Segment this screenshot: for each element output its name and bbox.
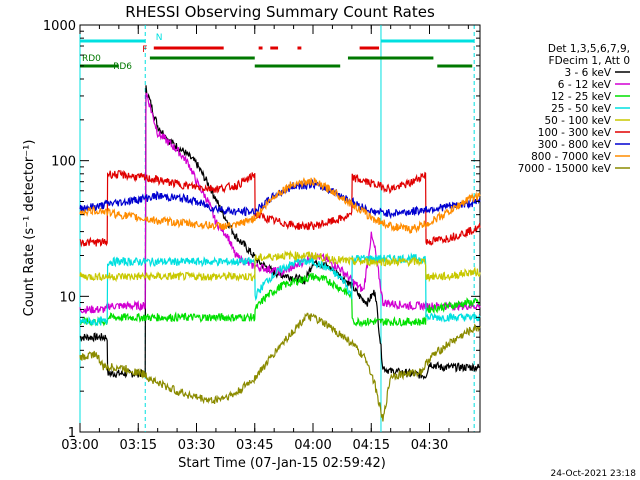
x-tick-label-5: 04:15	[353, 438, 390, 453]
footer-timestamp: 24-Oct-2021 23:18	[551, 469, 637, 479]
legend-entry-label-8: 7000 - 15000 keV	[518, 163, 612, 175]
y-tick-label-1: 10	[59, 290, 76, 305]
plot-area: NF RD0 RD6 1 10 100 1000 03:00 03:15 03:30 03:45 04…	[43, 19, 481, 453]
flag-label-1: F	[142, 45, 147, 55]
flag-label-3: RD6	[113, 62, 132, 72]
series-line-4	[79, 249, 481, 283]
series-line-8	[79, 312, 481, 422]
flag-bar-2-0	[149, 56, 255, 60]
series-line-5	[79, 169, 481, 248]
y-tick-label-0: 1	[68, 426, 76, 441]
legend-entry-label-3: 25 - 50 keV	[551, 103, 612, 115]
x-tick-label-4: 04:00	[294, 438, 331, 453]
legend: Det 1,3,5,6,7,9,FDecim 1, Att 03 - 6 keV…	[518, 43, 630, 175]
flag-bar-3-0	[80, 64, 119, 68]
x-tick-label-1: 03:15	[120, 438, 157, 453]
legend-entry-label-0: 3 - 6 keV	[564, 67, 611, 79]
series-line-6	[79, 178, 481, 220]
legend-header-line-1: FDecim 1, Att 0	[549, 55, 630, 67]
legend-entry-label-6: 300 - 800 keV	[538, 139, 612, 151]
flag-bar-3-2	[437, 64, 473, 68]
legend-entry-label-1: 6 - 12 keV	[558, 79, 612, 91]
x-tick-label-2: 03:30	[178, 438, 215, 453]
y-tick-label-2: 100	[51, 155, 76, 170]
flag-bar-0-1	[380, 39, 475, 43]
series-line-7	[79, 176, 481, 234]
x-tick-label-3: 03:45	[236, 438, 273, 453]
flag-label-2: RD0	[82, 54, 101, 64]
series-line-0	[79, 85, 481, 381]
series-line-1	[79, 92, 481, 314]
flag-bar-1-4	[359, 46, 380, 50]
legend-entry-label-4: 50 - 100 keV	[544, 115, 611, 127]
y-tick-label-3: 1000	[43, 19, 76, 34]
flag-bar-2-1	[347, 56, 434, 60]
x-tick-label-0: 03:00	[61, 438, 98, 453]
flag-bar-1-1	[258, 46, 263, 50]
series-line-2	[79, 272, 481, 328]
chart-title: RHESSI Observing Summary Count Rates	[125, 3, 435, 21]
legend-entry-label-5: 100 - 300 keV	[538, 127, 612, 139]
legend-entry-label-2: 12 - 25 keV	[551, 91, 612, 103]
legend-entry-label-7: 800 - 7000 keV	[531, 151, 612, 163]
flag-bar-1-0	[153, 46, 224, 50]
flag-label-0: N	[156, 33, 163, 43]
flag-bar-0-0	[80, 39, 146, 43]
x-tick-label-6: 04:30	[411, 438, 448, 453]
flag-bar-3-1	[254, 64, 341, 68]
legend-header-line-0: Det 1,3,5,6,7,9,	[548, 43, 630, 55]
series-line-3	[79, 252, 481, 327]
y-axis-title: Count Rate (s⁻¹ detector⁻¹)	[22, 140, 37, 317]
flag-bar-1-3	[297, 46, 302, 50]
flag-bar-1-2	[270, 46, 279, 50]
x-axis-title: Start Time (07-Jan-15 02:59:42)	[178, 456, 386, 471]
